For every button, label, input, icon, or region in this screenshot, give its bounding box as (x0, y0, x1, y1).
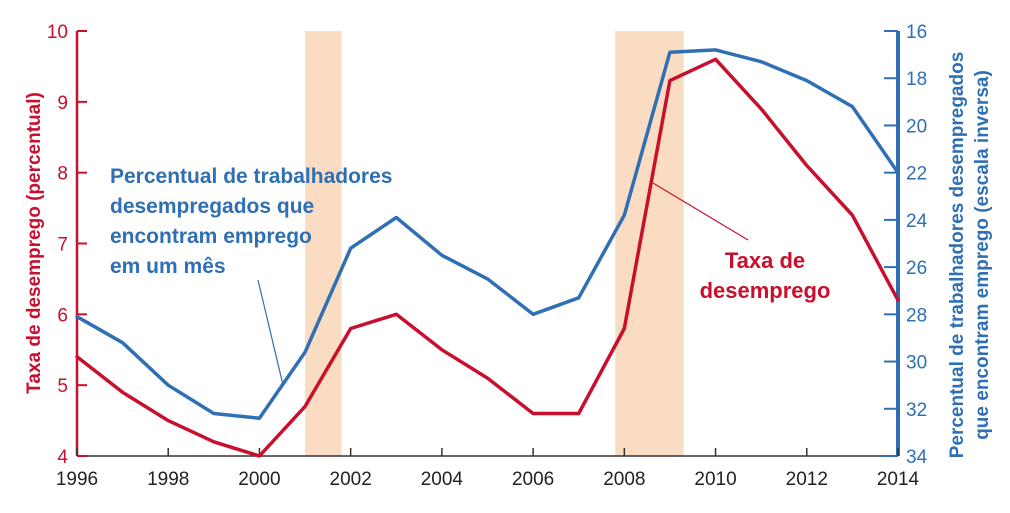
y2-tick-label: 18 (906, 69, 927, 90)
y2-tick-label: 28 (906, 305, 927, 326)
blue-annotation-pointer (257, 279, 284, 386)
y-tick-label: 8 (57, 164, 68, 185)
unemployment-rate-line (75, 57, 900, 458)
y-axis-label-right-line1: Percentual de trabalhadores desempregado… (947, 52, 968, 459)
job-finding-rate-line (75, 48, 900, 420)
annotation-pointers (257, 182, 749, 386)
recession-band-2 (615, 31, 684, 456)
red-annotation-pointer (652, 182, 749, 241)
blue-annotation-line4: em um mês (110, 255, 226, 278)
y-axis-label-left: Taxa de desemprego (percentual) (24, 92, 45, 394)
y-tick-label: 4 (57, 447, 68, 468)
x-tick-label: 1998 (147, 469, 189, 490)
red-annotation-line1: Taxa de (725, 248, 805, 273)
y2-tick-label: 32 (906, 400, 927, 421)
recession-bands (305, 31, 684, 456)
y-tick-label: 10 (47, 22, 68, 43)
y2-tick-label: 30 (906, 353, 927, 374)
red-annotation-line2: desemprego (700, 278, 831, 303)
x-tick-label: 1996 (56, 469, 98, 490)
x-tick-label: 2004 (421, 469, 464, 490)
x-tick-label: 2010 (694, 469, 736, 490)
y2-tick-label: 22 (906, 164, 927, 185)
x-tick-label: 2012 (786, 469, 828, 490)
x-tick-label: 2008 (603, 469, 645, 490)
y2-tick-label: 26 (906, 258, 927, 279)
y2-tick-label: 16 (906, 22, 927, 43)
tick-labels: 4 5 6 7 8 9 10 16 18 20 22 24 26 28 30 32 34 1996 1998 2000… (47, 22, 928, 490)
x-tick-label: 2002 (330, 469, 372, 490)
y-axis-label-right-line2: que encontram emprego (escala inversa) (972, 70, 993, 440)
y-tick-label: 7 (57, 235, 68, 256)
y2-tick-label: 24 (906, 211, 928, 232)
recession-band-1 (305, 31, 342, 456)
blue-annotation-line3: encontram emprego (110, 225, 312, 248)
y-tick-label: 5 (57, 376, 68, 397)
blue-series-annotation: Percentual de trabalhadores desempregado… (110, 165, 392, 278)
y-tick-label: 9 (57, 93, 68, 114)
axes (75, 30, 900, 457)
blue-annotation-line1: Percentual de trabalhadores (110, 165, 392, 188)
y2-tick-label: 20 (906, 116, 927, 137)
series-lines (75, 48, 900, 458)
y-tick-label: 6 (57, 305, 68, 326)
x-tick-label: 2014 (877, 469, 920, 490)
red-series-annotation: Taxa de desemprego (700, 248, 831, 303)
x-tick-label: 2000 (238, 469, 280, 490)
blue-annotation-line2: desempregados que (110, 195, 314, 218)
x-tick-label: 2006 (512, 469, 554, 490)
y2-tick-label: 34 (906, 447, 928, 468)
